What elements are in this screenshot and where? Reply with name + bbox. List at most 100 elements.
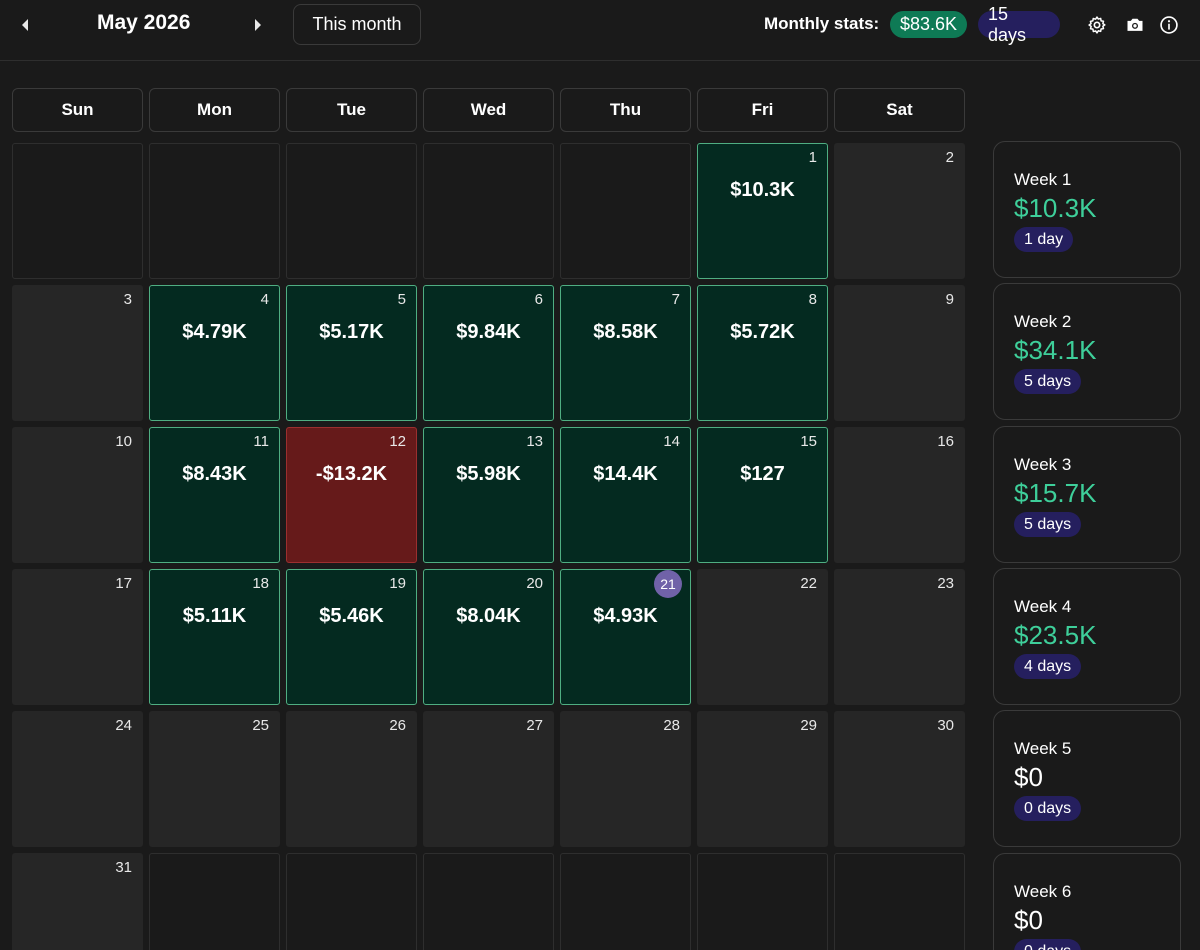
day-number: 17 (115, 575, 132, 592)
today-day-number: 21 (654, 570, 682, 598)
day-number: 14 (663, 433, 680, 450)
day-cell[interactable]: 3 (12, 285, 143, 421)
day-number: 11 (253, 433, 269, 450)
day-cell[interactable]: 22 (697, 569, 828, 705)
day-cell[interactable]: 21 $4.93K (560, 569, 691, 705)
day-number: 3 (123, 291, 132, 308)
settings-button[interactable] (1086, 14, 1108, 36)
day-cell[interactable]: 18 $5.11K (149, 569, 280, 705)
week-summary-card[interactable]: Week 3 $15.7K 5 days (993, 426, 1181, 563)
day-number: 22 (800, 575, 817, 592)
week-summary-card[interactable]: Week 1 $10.3K 1 day (993, 141, 1181, 278)
day-number: 28 (663, 717, 680, 734)
week-label: Week 3 (1014, 455, 1072, 474)
info-icon (1160, 16, 1178, 34)
day-cell[interactable]: 25 (149, 711, 280, 847)
empty-cell (149, 853, 280, 950)
day-cell[interactable]: 7 $8.58K (560, 285, 691, 421)
screenshot-button[interactable] (1124, 14, 1146, 36)
day-cell[interactable]: 31 (12, 853, 143, 950)
gear-icon (1088, 16, 1106, 34)
day-number: 9 (945, 291, 954, 308)
day-pnl: $4.79K (182, 321, 247, 343)
day-pnl: $5.11K (182, 605, 247, 627)
day-cell[interactable]: 26 (286, 711, 417, 847)
day-pnl: $10.3K (730, 179, 795, 201)
week-pnl: $23.5K (1014, 620, 1097, 650)
day-number: 20 (526, 575, 543, 592)
day-cell[interactable]: 17 (12, 569, 143, 705)
empty-cell (12, 143, 143, 279)
week-summary-card[interactable]: Week 2 $34.1K 5 days (993, 283, 1181, 420)
weekday-header-4: Thu (560, 88, 691, 132)
day-cell[interactable]: 2 (834, 143, 965, 279)
day-number: 31 (115, 859, 132, 876)
weekday-header-6: Sat (834, 88, 965, 132)
day-cell[interactable]: 8 $5.72K (697, 285, 828, 421)
day-number: 19 (389, 575, 406, 592)
week-days-badge: 0 days (1014, 796, 1082, 821)
day-pnl: $5.98K (456, 463, 521, 485)
day-number: 5 (397, 291, 406, 308)
day-cell[interactable]: 5 $5.17K (286, 285, 417, 421)
day-cell[interactable]: 23 (834, 569, 965, 705)
week-pnl: $34.1K (1014, 335, 1097, 365)
day-cell[interactable]: 1 $10.3K (697, 143, 828, 279)
prev-month-button[interactable] (15, 14, 35, 36)
week-label: Week 1 (1014, 170, 1072, 189)
empty-cell (697, 853, 828, 950)
day-pnl: $5.72K (730, 321, 795, 343)
day-cell[interactable]: 27 (423, 711, 554, 847)
week-pnl: $15.7K (1014, 478, 1097, 508)
day-pnl: $127 (740, 463, 785, 485)
week-summary-card[interactable]: Week 5 $0 0 days (993, 710, 1181, 847)
day-pnl: $14.4K (593, 463, 658, 485)
weekday-header-2: Tue (286, 88, 417, 132)
info-button[interactable] (1158, 14, 1180, 36)
day-pnl: -$13.2K (315, 463, 388, 485)
weekday-header-3: Wed (423, 88, 554, 132)
day-cell[interactable]: 12 -$13.2K (286, 427, 417, 563)
day-cell[interactable]: 16 (834, 427, 965, 563)
day-cell[interactable]: 9 (834, 285, 965, 421)
day-cell[interactable]: 14 $14.4K (560, 427, 691, 563)
week-days-badge: 5 days (1014, 512, 1082, 537)
monthly-stats-label: Monthly stats: (764, 14, 880, 33)
calendar-header: May 2026 This month Monthly stats: $83.6… (0, 0, 1200, 61)
day-number: 10 (115, 433, 132, 450)
weekday-header-5: Fri (697, 88, 828, 132)
day-cell[interactable]: 19 $5.46K (286, 569, 417, 705)
next-month-button[interactable] (248, 14, 268, 36)
day-cell[interactable]: 28 (560, 711, 691, 847)
day-cell[interactable]: 15 $127 (697, 427, 828, 563)
day-cell[interactable]: 4 $4.79K (149, 285, 280, 421)
day-cell[interactable]: 20 $8.04K (423, 569, 554, 705)
this-month-button[interactable]: This month (293, 4, 421, 45)
day-cell[interactable]: 6 $9.84K (423, 285, 554, 421)
day-cell[interactable]: 11 $8.43K (149, 427, 280, 563)
week-label: Week 6 (1014, 882, 1072, 901)
day-pnl: $8.43K (182, 463, 247, 485)
day-cell[interactable]: 30 (834, 711, 965, 847)
day-cell[interactable]: 13 $5.98K (423, 427, 554, 563)
empty-cell (560, 143, 691, 279)
day-pnl: $5.17K (319, 321, 384, 343)
empty-cell (834, 853, 965, 950)
empty-cell (286, 143, 417, 279)
day-cell[interactable]: 29 (697, 711, 828, 847)
week-summary-card[interactable]: Week 4 $23.5K 4 days (993, 568, 1181, 705)
day-pnl: $8.58K (593, 321, 658, 343)
day-pnl: $8.04K (456, 605, 521, 627)
day-number: 4 (260, 291, 269, 308)
day-number: 6 (534, 291, 543, 308)
week-summary-card[interactable]: Week 6 $0 0 days (993, 853, 1181, 950)
empty-cell (149, 143, 280, 279)
empty-cell (423, 853, 554, 950)
chevron-left-icon (22, 19, 28, 31)
monthly-pnl-badge: $83.6K (890, 11, 967, 38)
day-cell[interactable]: 24 (12, 711, 143, 847)
day-cell[interactable]: 10 (12, 427, 143, 563)
day-number: 1 (808, 149, 817, 166)
day-number: 12 (389, 433, 406, 450)
day-number: 7 (671, 291, 680, 308)
